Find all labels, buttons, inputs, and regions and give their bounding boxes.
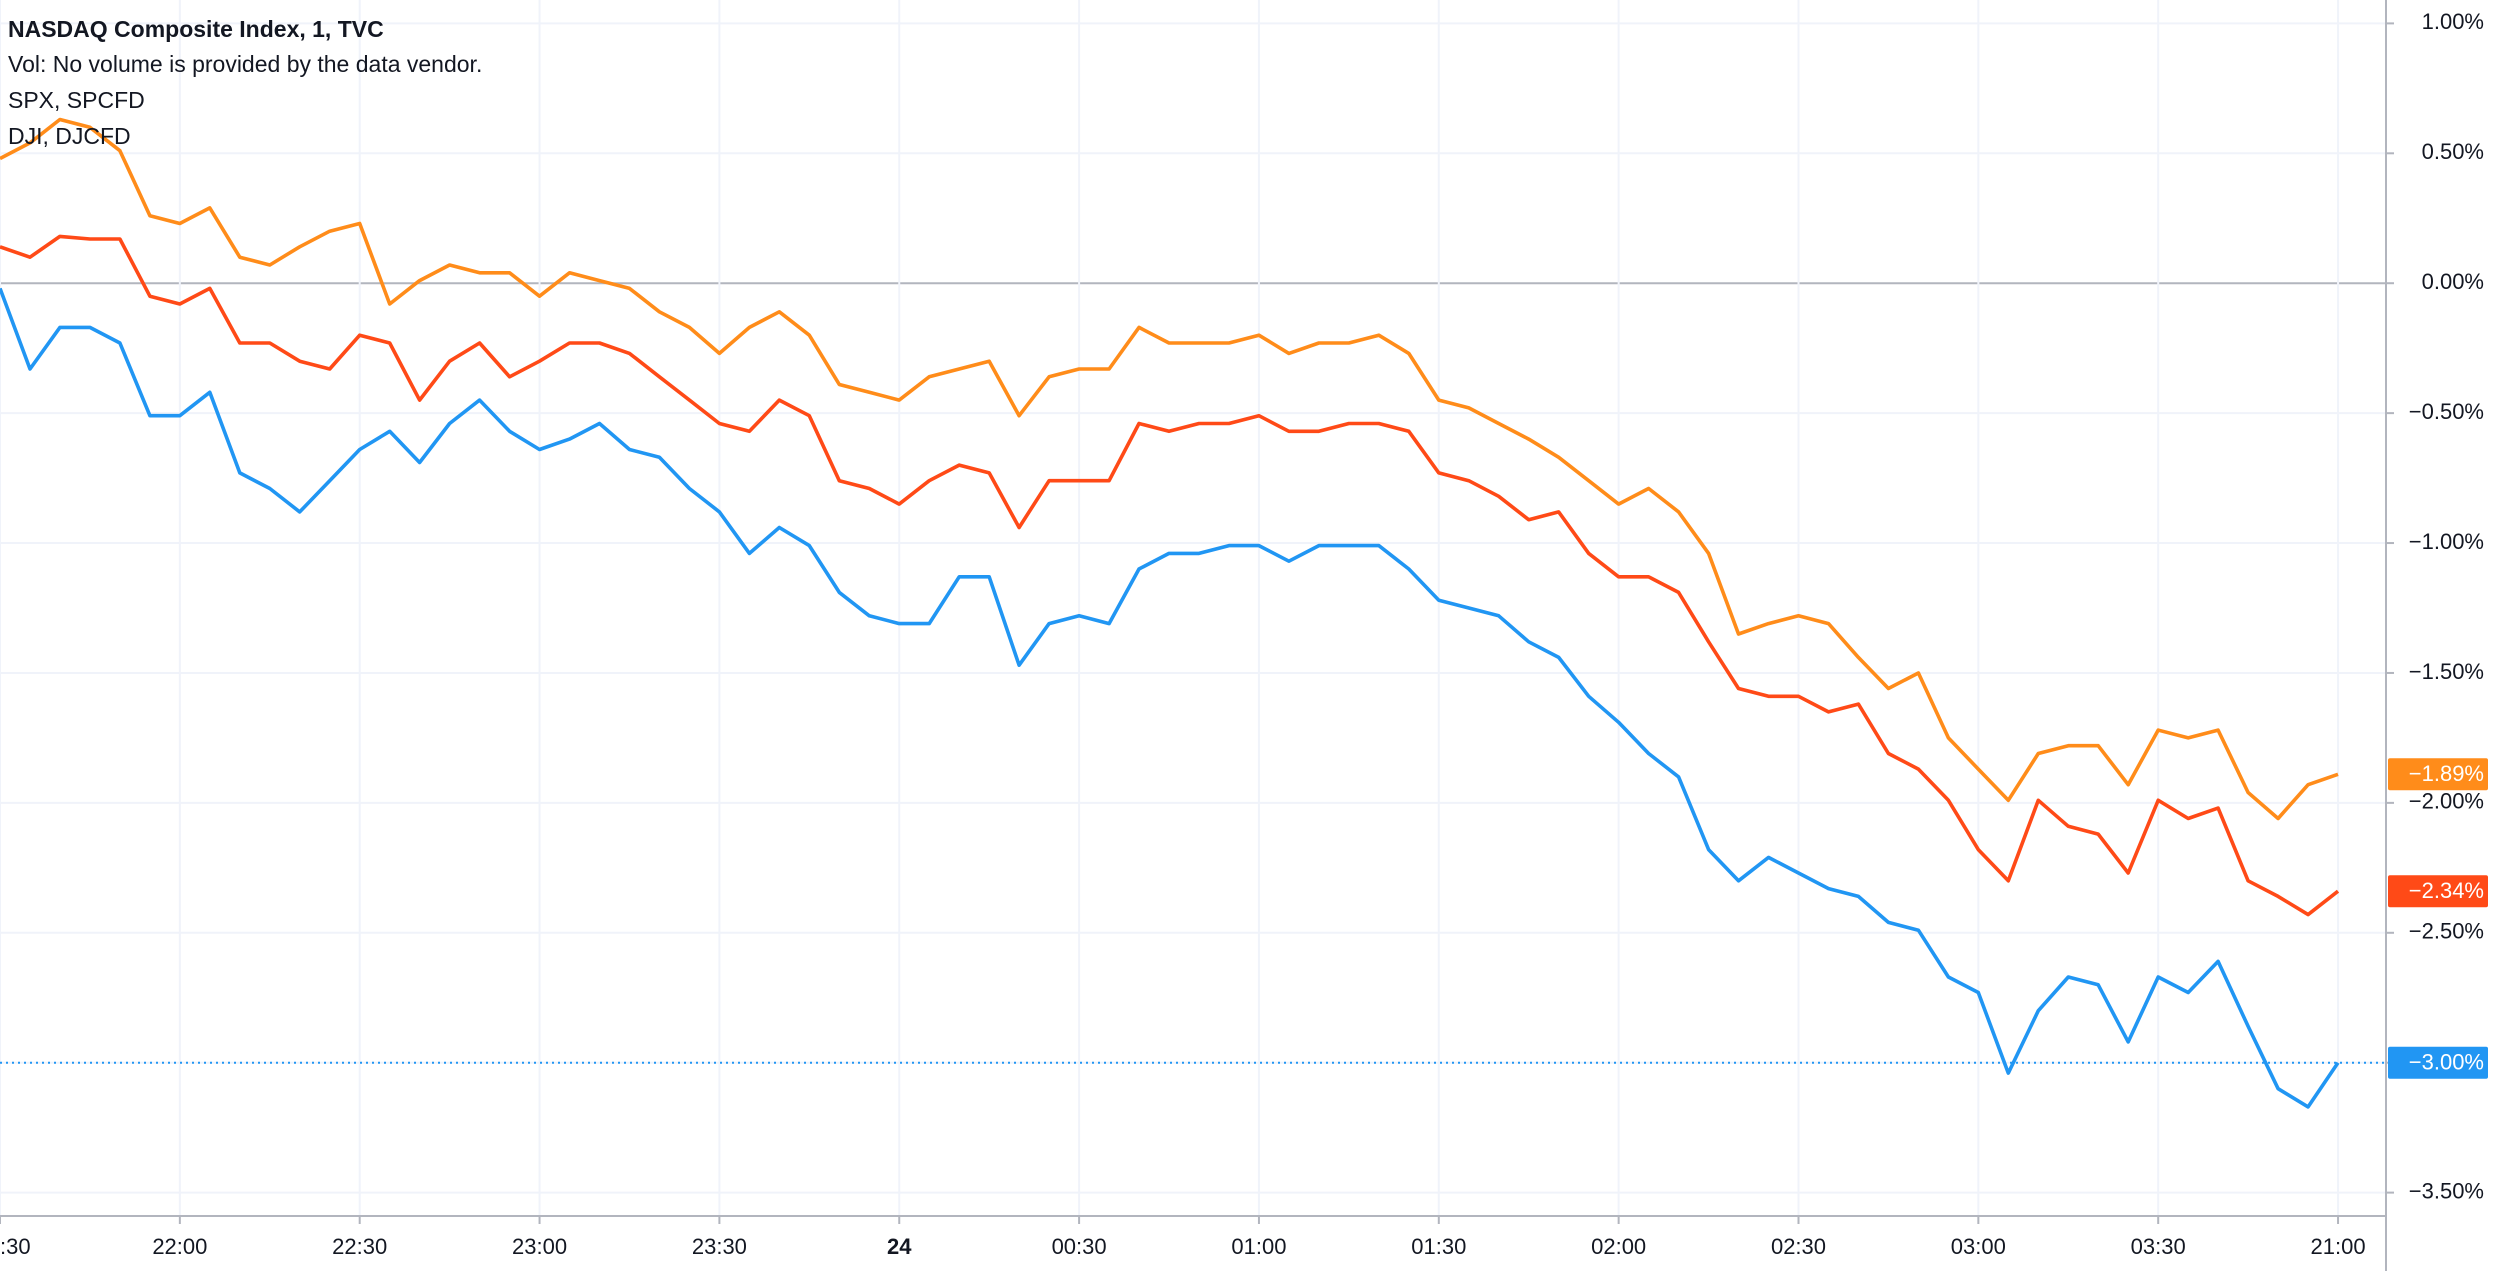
- price-badge: [2388, 758, 2488, 791]
- price-badge: [2388, 1046, 2488, 1079]
- x-tick-label: 24: [887, 1234, 912, 1259]
- price-badge-label: −3.00%: [2409, 1050, 2484, 1075]
- x-tick-label: 01:30: [1411, 1234, 1466, 1259]
- x-tick-label: 21:00: [2311, 1234, 2366, 1259]
- series-line: [0, 234, 2340, 917]
- legend-entry: SPX, SPCFD: [8, 87, 145, 113]
- price-badge-label: −2.34%: [2409, 878, 2484, 903]
- y-tick-label: 0.50%: [2422, 139, 2484, 164]
- x-tick-label: 22:00: [152, 1234, 207, 1259]
- y-tick-label: 0.00%: [2422, 269, 2484, 294]
- legend-entry: DJI, DJCFD: [8, 123, 131, 149]
- price-badge-label: −1.89%: [2409, 761, 2484, 786]
- legend-main: NASDAQ Composite Index, 1, TVC: [8, 16, 384, 42]
- y-tick-label: −2.00%: [2409, 789, 2484, 814]
- price-badge: [2388, 875, 2488, 908]
- x-tick-label: 23:00: [512, 1234, 567, 1259]
- x-tick-label: 03:00: [1951, 1234, 2006, 1259]
- x-tick-label: 02:00: [1591, 1234, 1646, 1259]
- y-tick-label: −1.50%: [2409, 659, 2484, 684]
- y-tick-label: −2.50%: [2409, 919, 2484, 944]
- plot: [0, 117, 2386, 1109]
- x-tick-label: 22:30: [332, 1234, 387, 1259]
- x-tick-label: 03:30: [2131, 1234, 2186, 1259]
- y-tick-label: −3.50%: [2409, 1178, 2484, 1203]
- x-tick-label: 00:30: [1052, 1234, 1107, 1259]
- y-tick-label: −1.00%: [2409, 529, 2484, 554]
- series-line: [0, 287, 2340, 1109]
- y-tick-label: −0.50%: [2409, 399, 2484, 424]
- x-tick-label: :30: [0, 1234, 31, 1259]
- volume-note: Vol: No volume is provided by the data v…: [8, 51, 482, 77]
- x-tick-label: 23:30: [692, 1234, 747, 1259]
- series-line: [0, 117, 2339, 821]
- y-tick-label: 1.00%: [2422, 9, 2484, 34]
- x-tick-label: 01:00: [1231, 1234, 1286, 1259]
- x-tick-label: 02:30: [1771, 1234, 1826, 1259]
